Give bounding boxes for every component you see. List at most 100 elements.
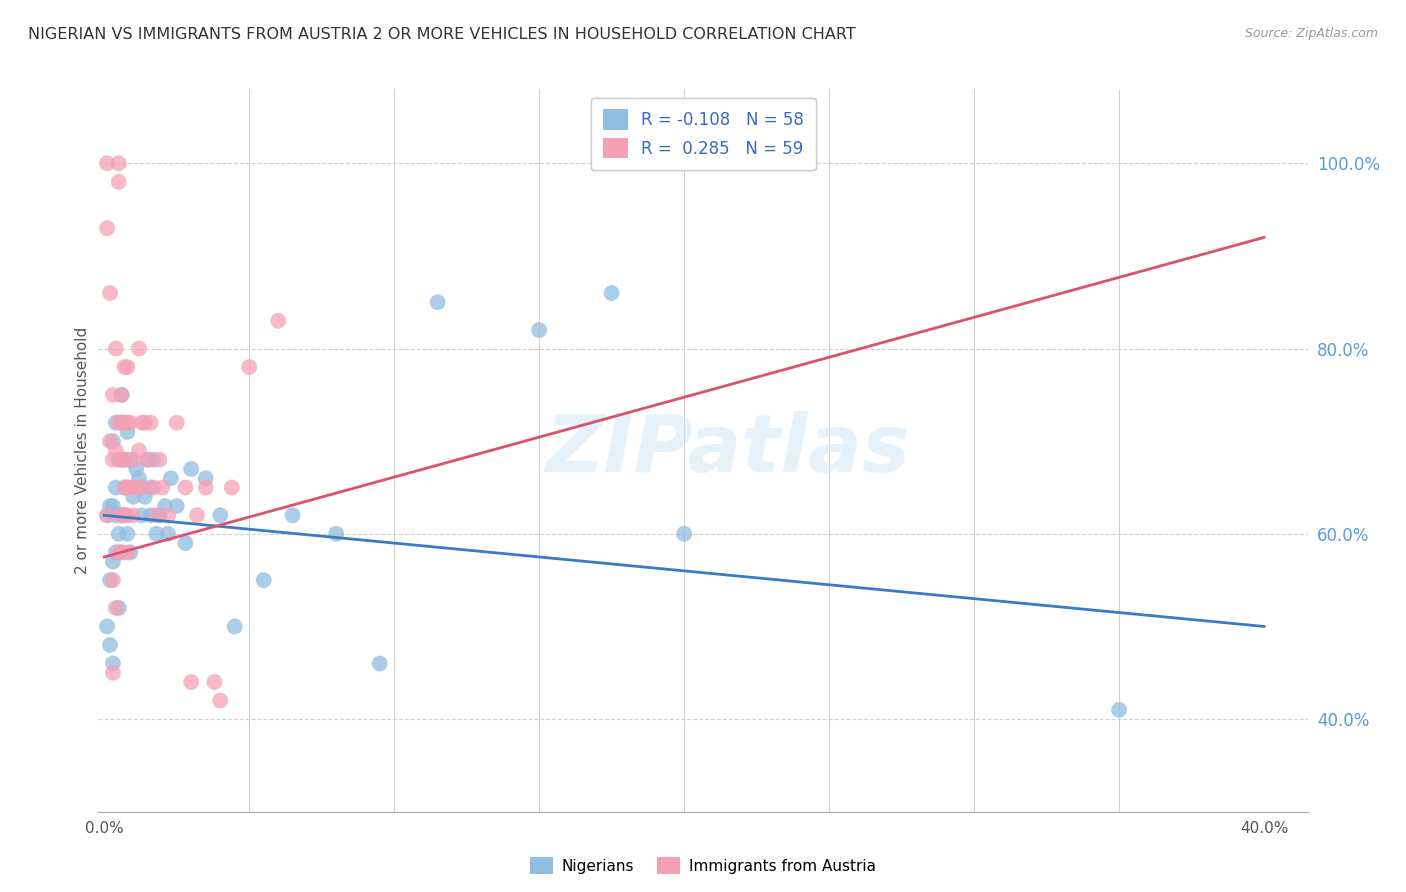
Point — [117, 508, 139, 523]
Point — [160, 471, 183, 485]
Point — [125, 481, 148, 495]
Point — [209, 508, 232, 523]
Point — [136, 452, 159, 467]
Point — [101, 665, 124, 680]
Point — [110, 416, 132, 430]
Point — [156, 508, 179, 523]
Point — [107, 601, 129, 615]
Point — [600, 285, 623, 300]
Point — [267, 314, 290, 328]
Point — [145, 508, 167, 523]
Point — [131, 481, 153, 495]
Point — [527, 323, 550, 337]
Point — [107, 156, 129, 170]
Point — [104, 508, 127, 523]
Point — [139, 416, 162, 430]
Point — [142, 452, 165, 467]
Point — [110, 508, 132, 523]
Point — [117, 425, 139, 439]
Point — [131, 508, 153, 523]
Point — [110, 545, 132, 559]
Point — [114, 508, 136, 523]
Point — [110, 508, 132, 523]
Point — [114, 481, 136, 495]
Point — [98, 285, 121, 300]
Point — [134, 490, 156, 504]
Point — [120, 545, 142, 559]
Point — [122, 452, 145, 467]
Point — [96, 508, 118, 523]
Point — [142, 481, 165, 495]
Point — [98, 638, 121, 652]
Legend: R = -0.108   N = 58, R =  0.285   N = 59: R = -0.108 N = 58, R = 0.285 N = 59 — [591, 97, 815, 169]
Point — [128, 471, 150, 485]
Text: ZIPatlas: ZIPatlas — [544, 411, 910, 490]
Point — [120, 481, 142, 495]
Point — [101, 499, 124, 513]
Point — [281, 508, 304, 523]
Point — [122, 508, 145, 523]
Point — [221, 481, 243, 495]
Point — [194, 481, 217, 495]
Point — [104, 342, 127, 356]
Point — [110, 452, 132, 467]
Point — [104, 601, 127, 615]
Point — [101, 452, 124, 467]
Point — [426, 295, 449, 310]
Point — [117, 481, 139, 495]
Point — [156, 526, 179, 541]
Point — [148, 452, 170, 467]
Point — [107, 175, 129, 189]
Point — [96, 221, 118, 235]
Point — [194, 471, 217, 485]
Point — [114, 481, 136, 495]
Point — [101, 388, 124, 402]
Point — [104, 416, 127, 430]
Point — [253, 573, 276, 587]
Point — [145, 526, 167, 541]
Point — [110, 452, 132, 467]
Point — [180, 462, 202, 476]
Point — [110, 388, 132, 402]
Point — [110, 388, 132, 402]
Point — [104, 481, 127, 495]
Point — [117, 526, 139, 541]
Point — [186, 508, 208, 523]
Point — [96, 156, 118, 170]
Text: NIGERIAN VS IMMIGRANTS FROM AUSTRIA 2 OR MORE VEHICLES IN HOUSEHOLD CORRELATION : NIGERIAN VS IMMIGRANTS FROM AUSTRIA 2 OR… — [28, 27, 856, 42]
Point — [117, 545, 139, 559]
Point — [110, 416, 132, 430]
Point — [325, 526, 347, 541]
Point — [148, 508, 170, 523]
Point — [136, 452, 159, 467]
Point — [117, 481, 139, 495]
Point — [101, 657, 124, 671]
Point — [114, 416, 136, 430]
Point — [166, 499, 188, 513]
Point — [1108, 703, 1130, 717]
Point — [110, 508, 132, 523]
Point — [174, 536, 197, 550]
Point — [104, 545, 127, 559]
Point — [114, 452, 136, 467]
Point — [98, 573, 121, 587]
Point — [368, 657, 391, 671]
Point — [128, 443, 150, 458]
Point — [139, 508, 162, 523]
Point — [117, 416, 139, 430]
Point — [139, 481, 162, 495]
Point — [101, 555, 124, 569]
Point — [96, 508, 118, 523]
Point — [107, 416, 129, 430]
Point — [114, 452, 136, 467]
Point — [153, 499, 176, 513]
Point — [107, 452, 129, 467]
Point — [131, 416, 153, 430]
Point — [107, 526, 129, 541]
Point — [209, 693, 232, 707]
Point — [110, 545, 132, 559]
Point — [125, 462, 148, 476]
Point — [107, 545, 129, 559]
Point — [122, 490, 145, 504]
Point — [101, 434, 124, 449]
